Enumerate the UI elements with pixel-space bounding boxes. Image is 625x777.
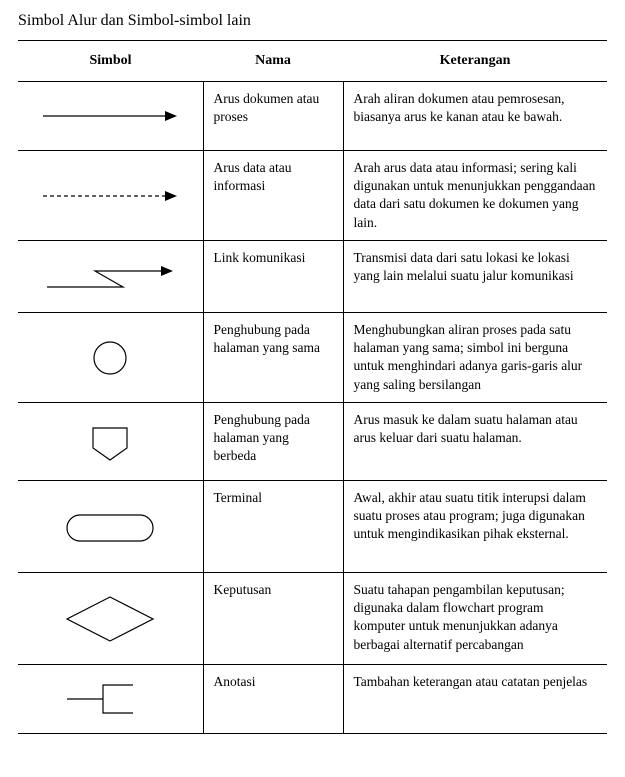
desc-cell: Suatu tahapan pengambilan keputusan; dig…: [343, 573, 607, 665]
name-cell: Penghubung pada halaman yang sama: [203, 313, 343, 403]
zigzag-arrow-icon: [25, 251, 195, 303]
symbol-cell: [18, 403, 203, 481]
terminal-icon: [25, 501, 195, 553]
name-cell: Arus dokumen atau proses: [203, 82, 343, 151]
desc-cell: Tambahan keterangan atau catatan penjela…: [343, 665, 607, 734]
name-cell: Arus data atau informasi: [203, 151, 343, 241]
name-cell: Terminal: [203, 481, 343, 573]
symbol-cell: [18, 241, 203, 313]
symbol-cell: [18, 313, 203, 403]
table-row: KeputusanSuatu tahapan pengambilan keput…: [18, 573, 607, 665]
col-header-desc: Keterangan: [343, 41, 607, 82]
name-cell: Keputusan: [203, 573, 343, 665]
table-row: Arus data atau informasiArah arus data a…: [18, 151, 607, 241]
symbol-cell: [18, 481, 203, 573]
symbol-cell: [18, 82, 203, 151]
desc-cell: Menghubungkan aliran proses pada satu ha…: [343, 313, 607, 403]
desc-cell: Awal, akhir atau suatu titik interupsi d…: [343, 481, 607, 573]
table-row: Penghubung pada halaman yang berbedaArus…: [18, 403, 607, 481]
symbol-table: Simbol Nama Keterangan Arus dokumen atau…: [18, 40, 607, 734]
offpage-connector-icon: [25, 416, 195, 468]
annotation-icon: [25, 673, 195, 725]
table-row: Link komunikasiTransmisi data dari satu …: [18, 241, 607, 313]
table-row: AnotasiTambahan keterangan atau catatan …: [18, 665, 607, 734]
table-row: Penghubung pada halaman yang samaMenghub…: [18, 313, 607, 403]
col-header-name: Nama: [203, 41, 343, 82]
desc-cell: Arah aliran dokumen atau pemrosesan, bia…: [343, 82, 607, 151]
name-cell: Anotasi: [203, 665, 343, 734]
arrow-dashed-icon: [25, 170, 195, 222]
page-title: Simbol Alur dan Simbol-simbol lain: [18, 12, 607, 30]
symbol-cell: [18, 151, 203, 241]
col-header-symbol: Simbol: [18, 41, 203, 82]
desc-cell: Arah arus data atau informasi; sering ka…: [343, 151, 607, 241]
decision-icon: [25, 593, 195, 645]
arrow-solid-icon: [25, 90, 195, 142]
desc-cell: Transmisi data dari satu lokasi ke lokas…: [343, 241, 607, 313]
symbol-cell: [18, 665, 203, 734]
name-cell: Penghubung pada halaman yang berbeda: [203, 403, 343, 481]
table-row: Arus dokumen atau prosesArah aliran doku…: [18, 82, 607, 151]
symbol-cell: [18, 573, 203, 665]
desc-cell: Arus masuk ke dalam suatu halaman atau a…: [343, 403, 607, 481]
table-header-row: Simbol Nama Keterangan: [18, 41, 607, 82]
circle-icon: [25, 332, 195, 384]
name-cell: Link komunikasi: [203, 241, 343, 313]
table-row: TerminalAwal, akhir atau suatu titik int…: [18, 481, 607, 573]
